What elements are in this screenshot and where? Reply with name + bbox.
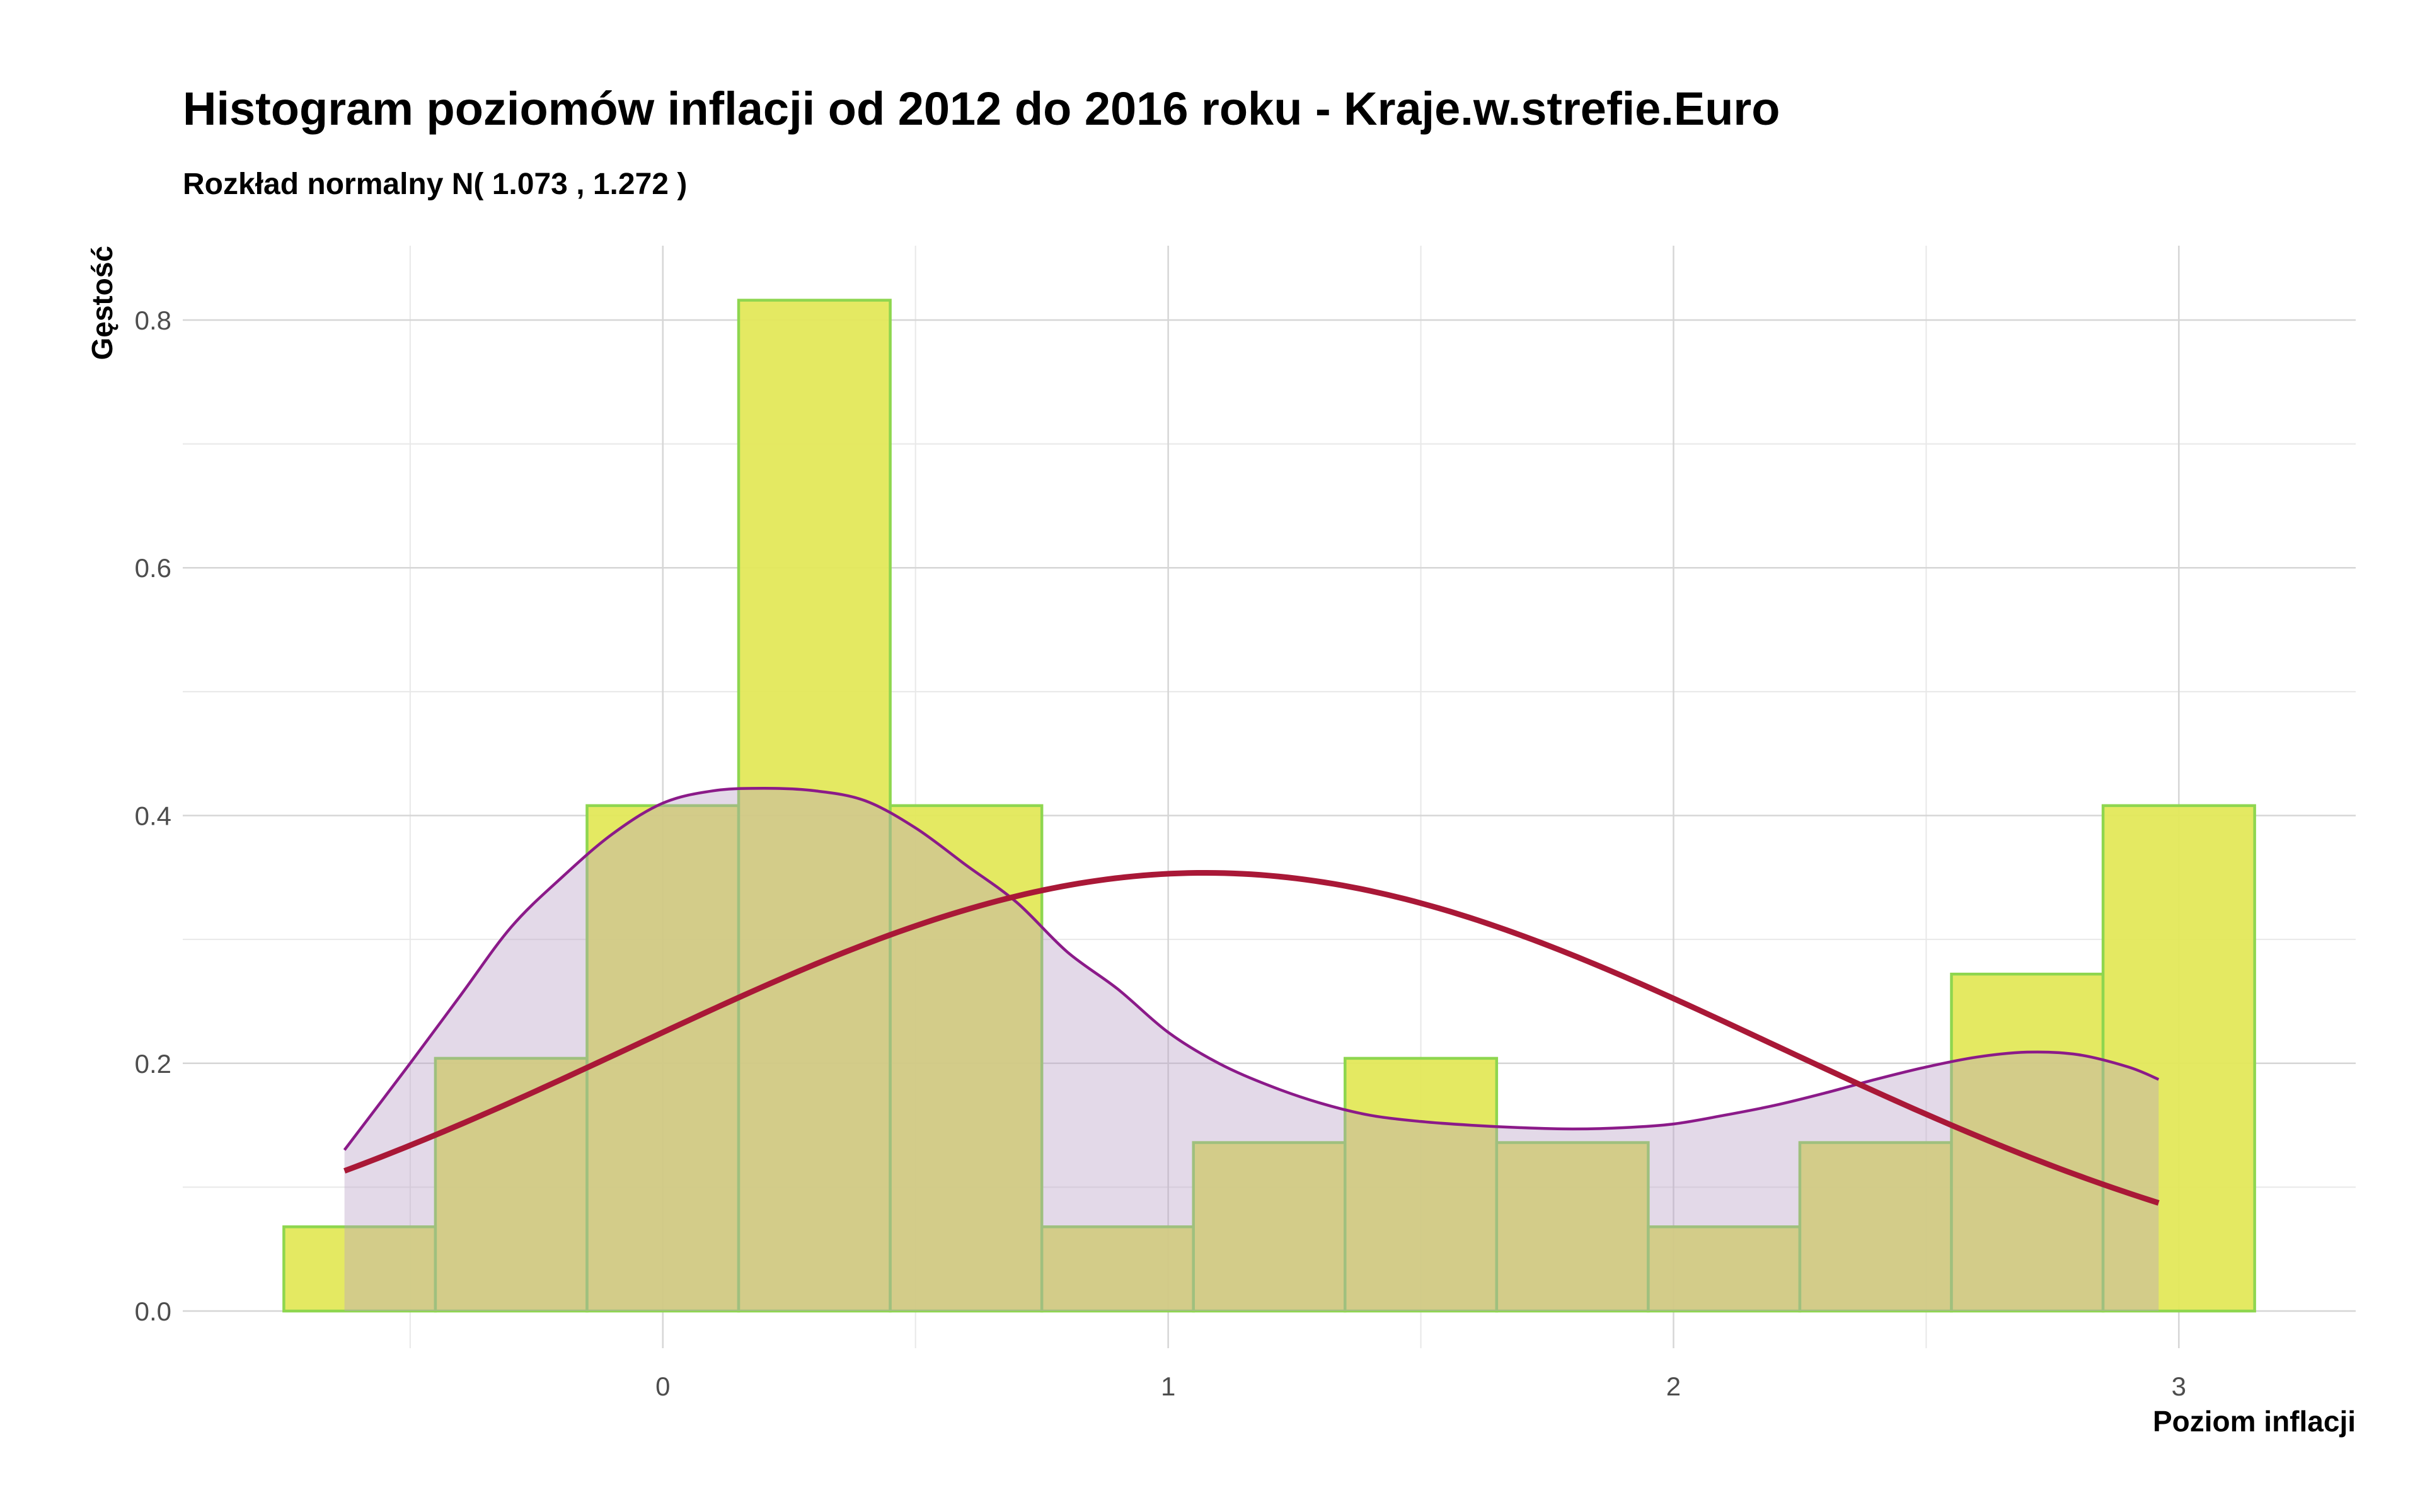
y-tick-label: 0.4 <box>135 801 171 830</box>
histogram-bar <box>1040 1225 1195 1313</box>
chart-subtitle: Rozkład normalny N( 1.073 , 1.272 ) <box>183 168 687 201</box>
x-tick-label: 1 <box>1161 1372 1175 1401</box>
histogram-bar <box>282 1225 437 1313</box>
x-tick-label: 0 <box>655 1372 670 1401</box>
histogram-bar <box>889 804 1044 1313</box>
x-tick-labels: 0 1 2 3 <box>655 1372 2186 1401</box>
x-tick-label: 3 <box>2172 1372 2186 1401</box>
y-tick-label: 0.6 <box>135 553 171 583</box>
y-tick-label: 0.0 <box>135 1297 171 1326</box>
density-area <box>344 788 2159 1312</box>
y-tick-label: 0.2 <box>135 1049 171 1079</box>
y-tick-labels: 0.0 0.2 0.4 0.6 0.8 <box>135 306 171 1326</box>
histogram-bar <box>2101 804 2256 1313</box>
y-tick-label: 0.8 <box>135 306 171 335</box>
histogram-bar <box>1798 1141 1953 1313</box>
x-axis-title: Poziom inflacji <box>2153 1405 2356 1438</box>
normal-curve-group <box>343 869 2160 1206</box>
histogram-bar <box>1344 1057 1499 1313</box>
histogram-bar <box>1192 1141 1347 1313</box>
histogram-bar <box>1647 1225 1802 1313</box>
y-axis-title: Gęstość <box>86 246 118 360</box>
density-curve-group <box>343 786 2160 1312</box>
normal-curve-line <box>343 869 2160 1206</box>
chart-title: Histogram poziomów inflacji od 2012 do 2… <box>183 83 1780 135</box>
x-tick-label: 2 <box>1666 1372 1681 1401</box>
histogram-bar <box>1495 1141 1650 1313</box>
